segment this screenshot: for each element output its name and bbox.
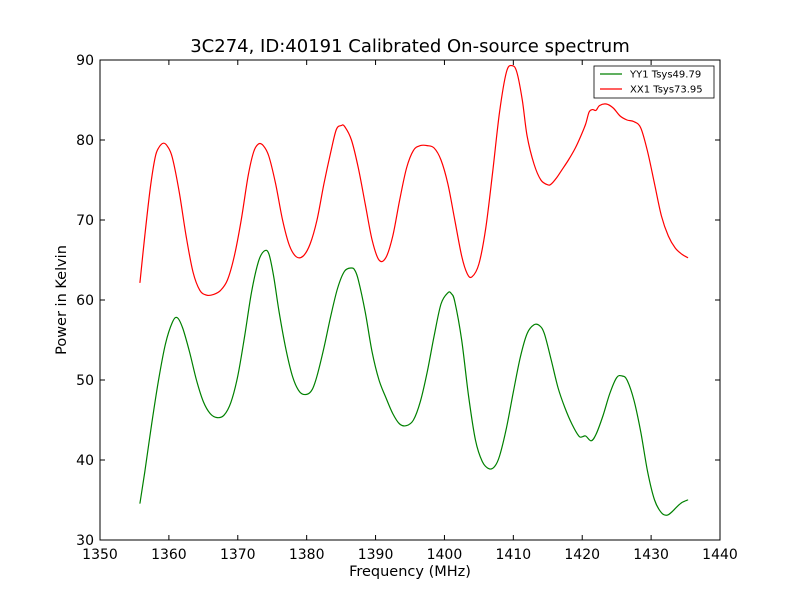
- x-tick-label: 1390: [358, 547, 394, 563]
- y-tick-label: 60: [76, 293, 94, 309]
- x-tick-label: 1430: [633, 547, 669, 563]
- x-tick-label: 1350: [82, 547, 118, 563]
- x-tick-label: 1420: [564, 547, 600, 563]
- y-tick-label: 30: [76, 533, 94, 549]
- x-tick-label: 1380: [289, 547, 325, 563]
- y-axis-label: Power in Kelvin: [54, 245, 70, 355]
- y-tick-label: 90: [76, 53, 94, 69]
- ticks-layer: 1350 1360 1370 1380 1390 1400 1410 1420 1430 1440…: [76, 53, 738, 563]
- legend-box: [593, 65, 715, 99]
- x-tick-label: 1440: [702, 547, 738, 563]
- x-tick-label: 1360: [151, 547, 187, 563]
- plot-area: [100, 60, 720, 540]
- legend-label-yy1: YY1 Tsys49.79: [629, 70, 701, 81]
- series-line-xx1: [139, 64, 689, 297]
- x-tick-label: 1370: [220, 547, 256, 563]
- x-axis-label: Frequency (MHz): [349, 564, 471, 580]
- y-tick-label: 80: [76, 133, 94, 149]
- x-tick-label: 1400: [427, 547, 463, 563]
- legend-label-xx1: XX1 Tsys73.95: [630, 85, 703, 96]
- series-layer: [139, 64, 689, 516]
- y-tick-label: 40: [76, 453, 94, 469]
- legend: YY1 Tsys49.79 XX1 Tsys73.95: [593, 65, 715, 99]
- series-line-yy1: [139, 249, 689, 516]
- plot-frame: [99, 59, 721, 541]
- y-tick-label: 50: [76, 373, 94, 389]
- x-tick-label: 1410: [496, 547, 532, 563]
- y-tick-label: 70: [76, 213, 94, 229]
- chart-title: 3C274, ID:40191 Calibrated On-source spe…: [190, 36, 630, 57]
